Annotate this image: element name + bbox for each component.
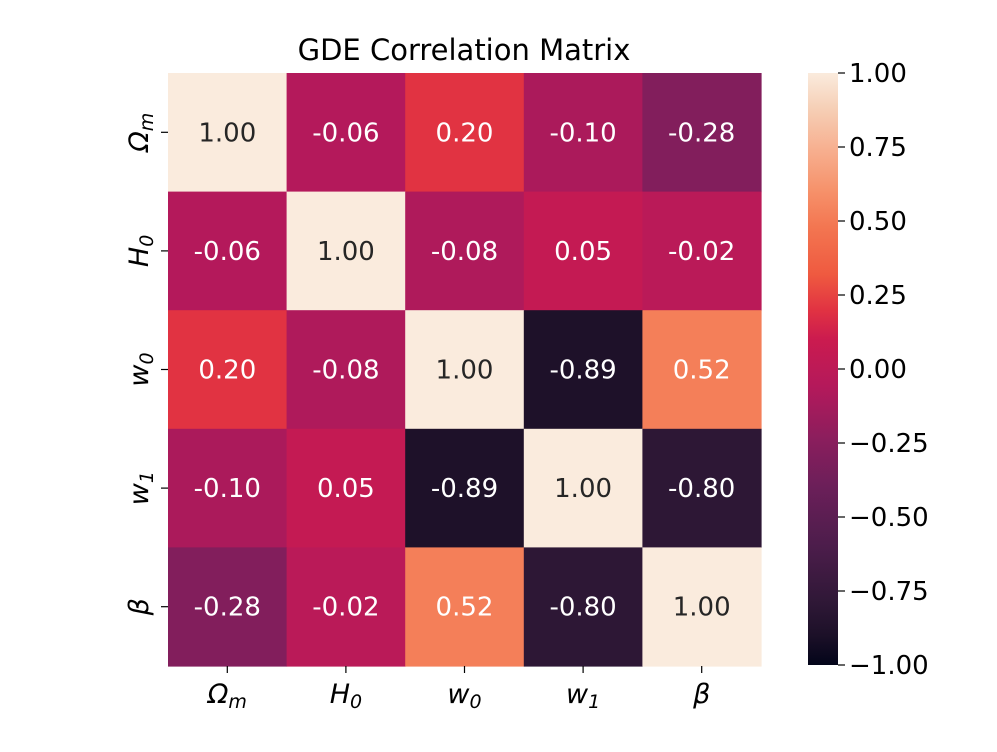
heatmap-cell-label: 1.00 <box>317 237 375 267</box>
y-tick-label: β <box>124 598 155 616</box>
heatmap-cell-label: 1.00 <box>436 356 494 386</box>
heatmap-cell <box>405 73 525 193</box>
heatmap-cell <box>286 547 406 667</box>
heatmap-cell-label: 0.20 <box>436 118 494 148</box>
heatmap-cell <box>405 547 525 667</box>
y-tick-label: Ωm <box>124 113 158 153</box>
colorbar-tick-label: 0.75 <box>849 133 907 163</box>
heatmap-cell-label: -0.06 <box>312 118 379 148</box>
colorbar-tick-label: 0.00 <box>849 355 907 385</box>
heatmap-cell-label: -0.08 <box>312 356 379 386</box>
heatmap-cell-label: -0.02 <box>668 237 735 267</box>
heatmap-cell <box>642 191 762 311</box>
heatmap-cell <box>168 191 288 311</box>
heatmap-cell-label: 0.52 <box>436 593 494 623</box>
heatmap-cell-label: 0.05 <box>317 474 375 504</box>
colorbar-tick-label: 0.50 <box>849 207 907 237</box>
heatmap-cell-label: -0.10 <box>549 118 616 148</box>
colorbar-tick-label: −1.00 <box>849 651 929 681</box>
y-axis: Ωm H0 w0 w1 β <box>124 113 168 616</box>
x-axis: Ωm H0 w0 w1 β <box>207 666 710 713</box>
heatmap-cell-label: -0.10 <box>194 474 261 504</box>
y-tick-label: w0 <box>124 352 158 386</box>
colorbar-tick-label: −0.75 <box>849 577 929 607</box>
heatmap-cell-label: -0.28 <box>194 593 261 623</box>
heatmap-cell <box>642 547 762 667</box>
colorbar-tick-label: −0.50 <box>849 503 929 533</box>
x-tick-label: w1 <box>566 679 600 713</box>
heatmap-cell <box>642 428 762 548</box>
heatmap-cells <box>168 73 762 667</box>
x-tick-label: H0 <box>330 679 362 713</box>
chart-title: GDE Correlation Matrix <box>298 33 631 67</box>
x-tick-label: w0 <box>447 679 481 713</box>
heatmap-cell-label: -0.89 <box>431 474 498 504</box>
heatmap-cell <box>405 191 525 311</box>
heatmap-cell <box>168 428 288 548</box>
heatmap-cell <box>168 310 288 430</box>
heatmap-cell-label: 1.00 <box>554 474 612 504</box>
heatmap-cell-label: 1.00 <box>673 593 731 623</box>
y-tick-label: w1 <box>124 471 158 505</box>
heatmap-cell <box>523 73 643 193</box>
heatmap-cell-label: -0.89 <box>549 356 616 386</box>
heatmap-cell <box>286 428 406 548</box>
heatmap-cell-labels: 1.00 -0.06 0.20 -0.10 -0.28 -0.06 1.00 -0.08 0.0… <box>194 118 736 622</box>
heatmap-cell <box>523 547 643 667</box>
x-tick-label: Ωm <box>207 679 247 713</box>
heatmap-cell-label: -0.80 <box>668 474 735 504</box>
colorbar: 1.00 0.75 0.50 0.25 0.00 −0.25 −0.50 −0.75 −1.00 <box>808 59 929 681</box>
heatmap-cell-label: 0.05 <box>554 237 612 267</box>
heatmap-cell-label: -0.08 <box>431 237 498 267</box>
heatmap-cell-label: -0.02 <box>312 593 379 623</box>
heatmap-cell <box>523 428 643 548</box>
heatmap-cell-label: -0.06 <box>194 237 261 267</box>
x-tick-label: β <box>692 679 710 710</box>
heatmap-cell-label: 1.00 <box>198 118 256 148</box>
heatmap-cell <box>286 73 406 193</box>
colorbar-tick-label: 1.00 <box>849 59 907 89</box>
heatmap-cell <box>405 428 525 548</box>
colorbar-gradient <box>808 73 838 665</box>
y-tick-label: H0 <box>124 235 158 267</box>
heatmap-cell-label: -0.28 <box>668 118 735 148</box>
heatmap-cell <box>286 191 406 311</box>
heatmap-cell-label: 0.52 <box>673 356 731 386</box>
colorbar-tick-label: −0.25 <box>849 429 929 459</box>
heatmap-cell <box>286 310 406 430</box>
colorbar-tick-label: 0.25 <box>849 281 907 311</box>
heatmap-cell <box>405 310 525 430</box>
heatmap-cell-label: -0.80 <box>549 593 616 623</box>
heatmap-cell <box>523 191 643 311</box>
heatmap-cell <box>523 310 643 430</box>
heatmap-cell <box>642 310 762 430</box>
heatmap-cell <box>168 547 288 667</box>
heatmap-cell-label: 0.20 <box>198 356 256 386</box>
heatmap-cell <box>642 73 762 193</box>
heatmap-cell <box>168 73 288 193</box>
